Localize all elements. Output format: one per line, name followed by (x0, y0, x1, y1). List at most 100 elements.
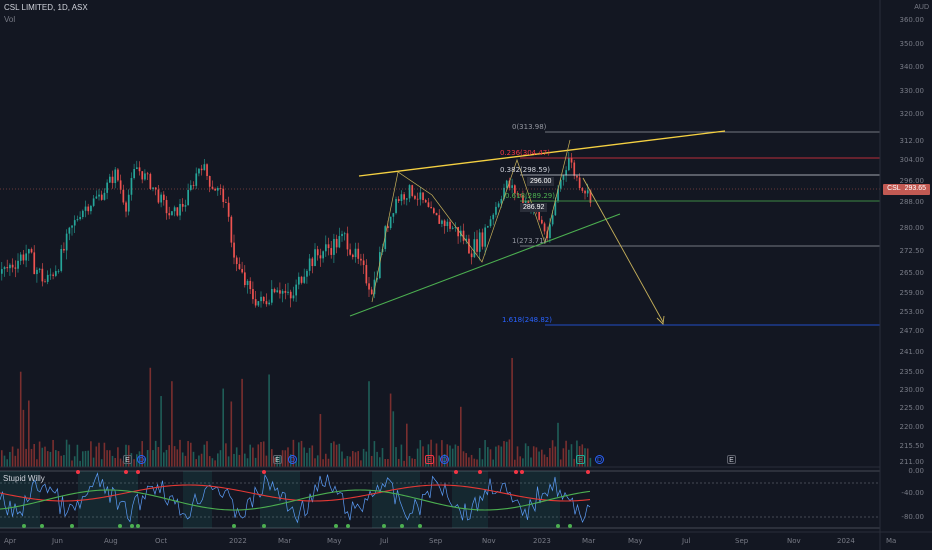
candle-body (38, 268, 41, 270)
volume-bar (368, 381, 370, 467)
badge-value: 293.65 (904, 185, 926, 192)
volume-bar (230, 401, 233, 467)
price-tick-label: 330.00 (899, 87, 925, 95)
volume-bar (25, 448, 27, 467)
volume-bar (527, 446, 530, 467)
indicator-tick-label: -40.00 (901, 489, 924, 497)
dividend-icon[interactable]: D (288, 455, 297, 464)
volume-bar (154, 440, 157, 467)
candle-body (73, 220, 76, 226)
volume-bar (360, 460, 362, 467)
candle-body (160, 194, 162, 203)
volume-bar (438, 455, 440, 467)
candle-body (468, 238, 470, 254)
volume-bar (273, 457, 276, 467)
volume-bar (484, 440, 486, 467)
volume-bar (303, 447, 305, 467)
candle-body (554, 200, 557, 216)
candle-body (311, 258, 314, 267)
volume-bar (586, 448, 589, 467)
candle-body (406, 198, 408, 200)
candle-body (319, 255, 322, 259)
dividend-icon[interactable]: D (595, 455, 604, 464)
indicator-label[interactable]: Stupid Willy (3, 474, 45, 483)
time-tick-label: Nov (787, 537, 801, 545)
volume-bar (570, 444, 573, 467)
volume-bar (551, 440, 554, 467)
candle-body (322, 251, 324, 259)
candle-body (511, 185, 513, 188)
candle-body (481, 232, 484, 247)
volume-bar (397, 458, 400, 467)
volume-bar (389, 393, 392, 467)
candle-body (538, 211, 540, 220)
price-tick-label: 253.00 (899, 308, 925, 316)
earnings-icon[interactable]: E (727, 455, 736, 464)
candle-body (3, 267, 6, 270)
volume-label[interactable]: Vol (4, 15, 16, 24)
volume-bar (22, 409, 25, 467)
volume-bar (352, 451, 354, 467)
volume-bar (14, 455, 17, 467)
volume-bar (238, 454, 241, 467)
candle-body (214, 188, 216, 191)
candle-body (114, 169, 117, 184)
candle-body (333, 238, 335, 255)
candle-body (136, 167, 138, 169)
time-tick-label: Mar (278, 537, 292, 545)
volume-bar (422, 446, 424, 467)
candle-body (233, 242, 235, 258)
candle-body (497, 203, 500, 207)
volume-bar (117, 447, 119, 467)
candle-body (187, 189, 189, 206)
candle-body (238, 264, 241, 269)
dividend-icon[interactable]: D (440, 455, 449, 464)
volume-bar (327, 458, 330, 467)
candle-body (473, 239, 476, 258)
candle-body (373, 279, 376, 295)
buy-signal-dot (40, 524, 44, 528)
earnings-icon[interactable]: E (123, 455, 132, 464)
candle-body (300, 276, 303, 283)
candle-body (130, 178, 133, 195)
time-tick-label: 2022 (229, 537, 247, 545)
candle-body (343, 233, 346, 235)
symbol-title[interactable]: CSL LIMITED, 1D, ASX (4, 3, 88, 12)
dividend-icon[interactable]: D (137, 455, 146, 464)
candle-body (487, 226, 489, 228)
volume-bar (281, 450, 284, 467)
volume-bar (295, 460, 297, 467)
volume-bar (203, 444, 206, 467)
volume-bar (95, 446, 98, 467)
volume-bar (322, 459, 324, 467)
volume-bar (408, 456, 411, 467)
candle-body (217, 188, 219, 191)
price-tick-label: 230.00 (899, 386, 925, 394)
fib-level-label: 0.236(304.47) (500, 149, 550, 157)
time-tick-label: Jul (380, 537, 389, 545)
volume-bar (144, 458, 146, 467)
candle-body (87, 206, 90, 212)
earnings-icon[interactable]: E (425, 455, 434, 464)
earnings-icon[interactable]: E (273, 455, 282, 464)
volume-bar (451, 448, 454, 467)
candle-body (41, 268, 44, 282)
candle-body (168, 213, 171, 216)
projection-arrow (656, 315, 665, 325)
candle-body (476, 239, 478, 252)
earnings-icon[interactable]: E (576, 455, 585, 464)
candle-body (370, 289, 373, 295)
candle-body (365, 265, 368, 284)
candle-body (6, 267, 9, 269)
candle-body (500, 198, 503, 204)
candle-body (441, 220, 443, 224)
price-tick-label: 312.00 (899, 137, 925, 145)
volume-bar (271, 449, 273, 467)
volume-bar (300, 440, 303, 467)
fib-level-label: 1(273.71) (512, 237, 547, 245)
candle-body (478, 232, 481, 252)
candle-body (357, 248, 360, 259)
last-price-badge: CSL 293.65 (883, 184, 930, 195)
